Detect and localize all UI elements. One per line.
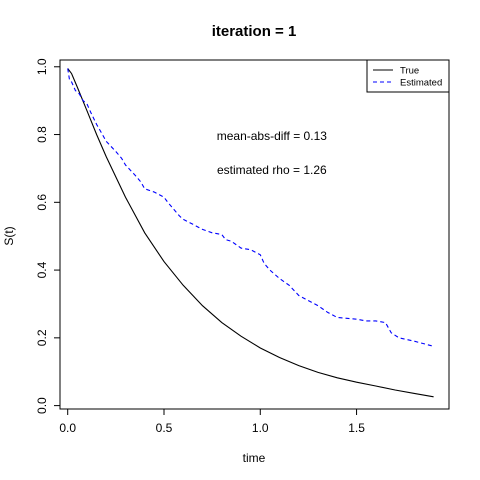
y-tick-label: 0.6 (35, 194, 49, 211)
y-tick-label: 0.0 (35, 397, 49, 414)
chart-title: iteration = 1 (212, 23, 297, 40)
x-axis: 0.0 0.5 1.0 1.5 (59, 408, 365, 435)
annotation-text: mean-abs-diff = 0.13 (217, 129, 328, 143)
y-tick-label: 0.8 (35, 126, 49, 143)
y-axis-label: S(t) (2, 226, 16, 245)
x-tick-label: 0.0 (59, 421, 76, 435)
y-tick-label: 0.4 (35, 261, 49, 278)
legend-box (366, 59, 450, 93)
x-tick-label: 1.5 (348, 421, 365, 435)
series-line-estimated (67, 68, 434, 347)
plot-area (59, 59, 450, 410)
y-tick-label: 0.2 (35, 329, 49, 346)
annotation-text: estimated rho = 1.26 (217, 163, 327, 177)
y-tick-label: 1.0 (35, 58, 49, 75)
plot-frame (59, 59, 450, 410)
legend-label-estimated: Estimated (400, 78, 442, 89)
annotations: mean-abs-diff = 0.13 estimated rho = 1.26 (217, 129, 328, 177)
x-tick-label: 0.5 (156, 421, 173, 435)
series-line-true (67, 68, 434, 398)
series-layer (67, 68, 434, 398)
legend-label-true: True (400, 66, 419, 77)
x-tick-label: 1.0 (252, 421, 269, 435)
x-axis-label: time (243, 451, 266, 465)
y-axis: 0.0 0.2 0.4 0.6 0.8 1.0 (35, 58, 61, 414)
